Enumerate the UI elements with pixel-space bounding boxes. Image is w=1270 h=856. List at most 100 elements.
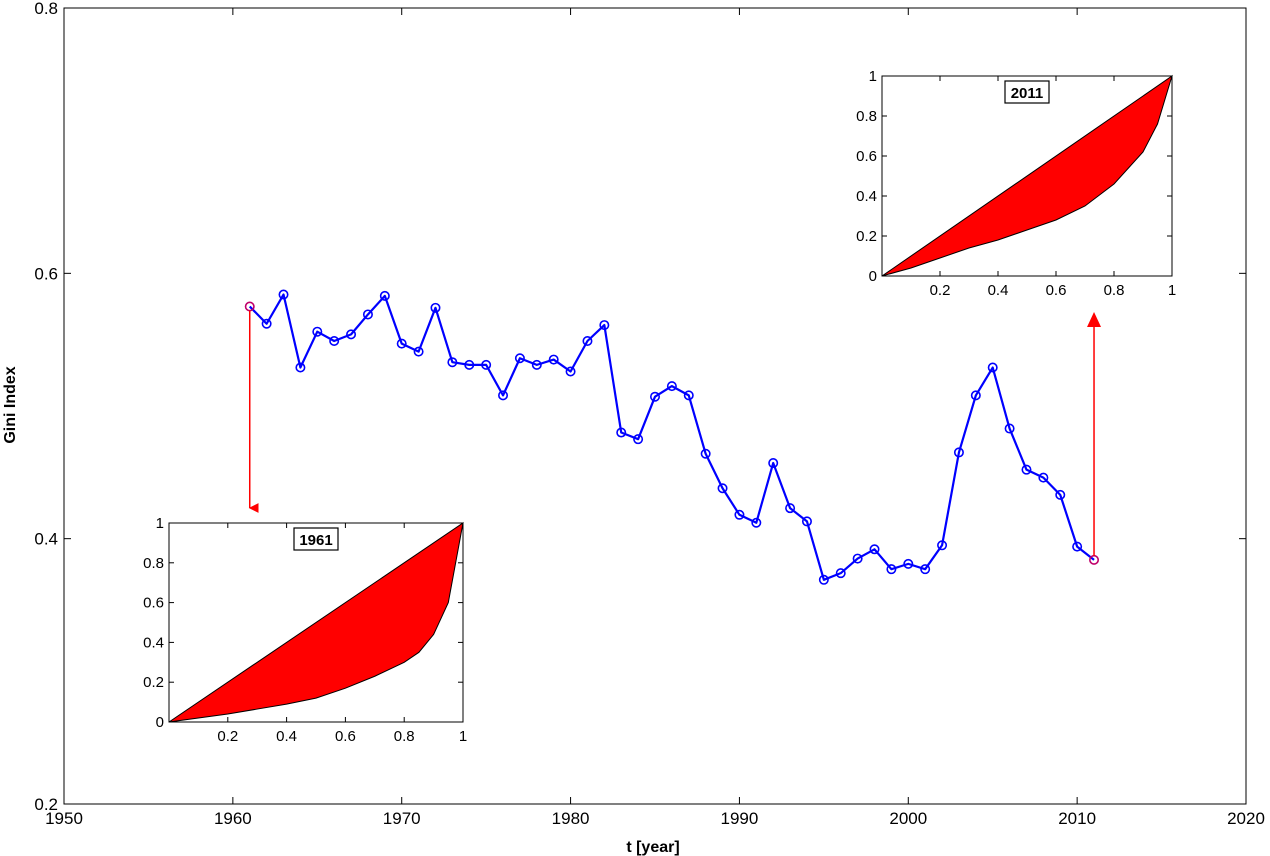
data-point-1999: [886, 564, 897, 575]
data-point-2000: [903, 558, 914, 569]
inset-frame: [168, 522, 464, 723]
inset-y-tick-label: 0.4: [856, 188, 877, 205]
data-point-1994: [801, 516, 812, 527]
data-point-2004: [970, 390, 981, 401]
data-point-1996: [835, 568, 846, 579]
inset-x-tick-label: 0.6: [335, 728, 356, 745]
data-point-2003: [953, 447, 964, 458]
inset-y-tick-label: 1: [156, 515, 164, 532]
inset-x-tick-label: 0.4: [988, 282, 1009, 299]
data-point-1995: [818, 574, 829, 585]
data-point-1969: [379, 290, 390, 301]
inset-title-box: [1004, 80, 1050, 104]
y-axis-label: Gini Index: [2, 366, 19, 443]
data-point-1991: [751, 517, 762, 528]
data-point-2002: [937, 540, 948, 551]
data-point-1972: [430, 302, 441, 313]
data-point-1963: [278, 289, 289, 300]
data-point-1968: [362, 309, 373, 320]
x-tick-label: 1990: [721, 809, 759, 828]
data-point-1988: [700, 448, 711, 459]
arrow-layer: [248, 310, 1102, 556]
data-point-2009: [1055, 489, 1066, 500]
inset-y-tick-label: 0: [156, 714, 164, 731]
x-tick-label: 2020: [1227, 809, 1265, 828]
data-point-1971: [413, 346, 424, 357]
data-point-1976: [498, 390, 509, 401]
inset-x-tick-label: 0.2: [217, 728, 238, 745]
x-tick-label: 2000: [889, 809, 927, 828]
data-point-1970: [396, 338, 407, 349]
inset-y-tick-label: 0.8: [143, 555, 164, 572]
y-tick-label: 0.8: [34, 0, 58, 18]
x-tick-label: 1950: [45, 809, 83, 828]
arrow-2011-head: [1087, 312, 1102, 327]
data-point-1967: [346, 329, 357, 340]
data-point-2001: [920, 564, 931, 575]
inset-x-tick-label: 0.8: [394, 728, 415, 745]
data-point-2010: [1072, 541, 1083, 552]
inset-2011: 0.2 0.4 0.6 0.8 1 0 0.2 0.4 0.6 0.8 1 2011: [856, 68, 1176, 299]
data-point-1985: [649, 391, 660, 402]
data-point-1992: [768, 458, 779, 469]
data-point-1997: [852, 553, 863, 564]
inset-frame: [881, 75, 1173, 277]
inset-x-tick-label: 0.6: [1046, 282, 1067, 299]
main-plot-area: 1950 1960 1970 1980 1990 2000 2010 20200.20.40.…: [34, 0, 1265, 828]
data-point-1962: [261, 318, 272, 329]
data-point-1980: [565, 366, 576, 377]
x-axis-label: t [year]: [626, 839, 679, 856]
data-point-1965: [312, 326, 323, 337]
inset-y-tick-label: 0.2: [143, 674, 164, 691]
x-tick-label: 1970: [383, 809, 421, 828]
inset-y-tick-label: 0.8: [856, 108, 877, 125]
data-point-1983: [616, 427, 627, 438]
lorenz-area: [168, 521, 464, 723]
gini-series-line: [248, 293, 1095, 581]
inset-y-tick-label: 1: [869, 68, 877, 85]
data-point-1979: [548, 354, 559, 365]
data-point-1982: [599, 320, 610, 331]
x-tick-label: 2010: [1058, 809, 1096, 828]
inset-y-tick-label: 0.6: [856, 148, 877, 165]
main-plot-frame: [63, 7, 1247, 805]
data-point-1986: [666, 381, 677, 392]
y-tick-label: 0.6: [34, 264, 58, 283]
data-point-1993: [785, 503, 796, 514]
inset-x-tick-label: 0.8: [1104, 282, 1125, 299]
data-point-1989: [717, 483, 728, 494]
x-tick-label: 1960: [214, 809, 252, 828]
inset-x-tick-label: 0.4: [276, 728, 297, 745]
data-point-2005: [987, 362, 998, 373]
data-point-1966: [329, 335, 340, 346]
data-point-1984: [633, 434, 644, 445]
data-point-2006: [1004, 423, 1015, 434]
inset-y-tick-label: 0.6: [143, 595, 164, 612]
data-point-1975: [481, 359, 492, 370]
x-tick-label: 1980: [552, 809, 590, 828]
data-point-2007: [1021, 464, 1032, 475]
data-point-2008: [1038, 472, 1049, 483]
y-tick-label: 0.4: [34, 530, 58, 549]
lorenz-area: [881, 74, 1173, 277]
data-point-1973: [447, 357, 458, 368]
y-tick-label: 0.2: [34, 795, 58, 814]
data-point-1974: [464, 359, 475, 370]
inset-x-tick-label: 1: [1168, 282, 1176, 299]
data-point-1964: [295, 362, 306, 373]
inset-title: 1961: [299, 532, 332, 549]
data-point-1990: [734, 509, 745, 520]
inset-x-tick-label: 0.2: [930, 282, 951, 299]
inset-y-tick-label: 0.4: [143, 634, 164, 651]
data-point-1998: [869, 544, 880, 555]
data-point-1977: [514, 353, 525, 364]
inset-y-tick-label: 0: [869, 268, 877, 285]
inset-x-tick-label: 1: [459, 728, 467, 745]
data-point-1978: [531, 359, 542, 370]
data-point-1981: [582, 335, 593, 346]
data-point-1987: [683, 390, 694, 401]
inset-title: 2011: [1011, 85, 1044, 102]
inset-title-box: [293, 527, 339, 551]
inset-1961: 0.2 0.4 0.6 0.8 1 0 0.2 0.4 0.6 0.8 1 1961: [143, 515, 467, 745]
